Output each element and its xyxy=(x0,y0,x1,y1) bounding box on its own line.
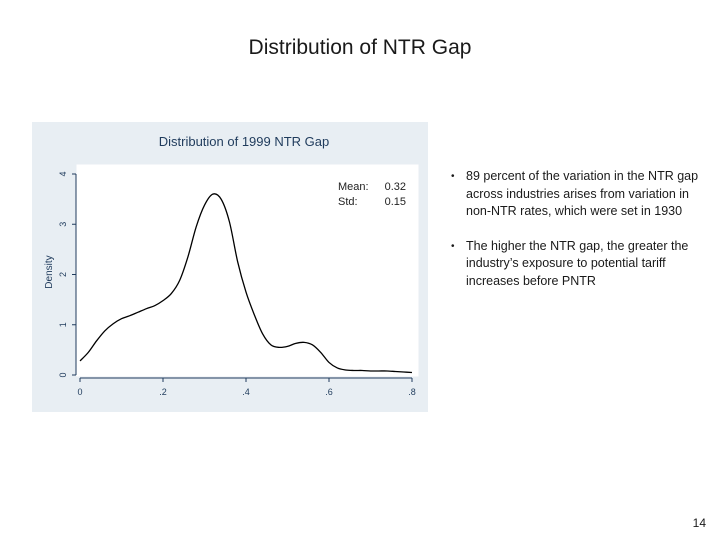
page-number: 14 xyxy=(692,516,706,530)
y-tick-label: 2 xyxy=(58,272,68,277)
density-figure: Distribution of 1999 NTR Gap Density 0 1 2… xyxy=(32,122,428,412)
plot-area xyxy=(75,163,420,378)
bullet-item: • 89 percent of the variation in the NTR… xyxy=(448,168,714,221)
x-tick-label: .4 xyxy=(242,387,250,397)
y-tick-label: 3 xyxy=(58,222,68,227)
density-chart: Distribution of 1999 NTR Gap Density 0 1 2… xyxy=(32,122,428,412)
x-tick-label: .8 xyxy=(408,387,416,397)
bullet-text: The higher the NTR gap, the greater the … xyxy=(466,238,689,288)
x-tick-label: .2 xyxy=(159,387,167,397)
bullet-item: • The higher the NTR gap, the greater th… xyxy=(448,238,714,291)
std-value: 0.15 xyxy=(384,196,406,208)
mean-row: Mean: 0.32 xyxy=(338,180,406,195)
slide-title: Distribution of NTR Gap xyxy=(248,36,472,59)
mean-label: Mean: xyxy=(338,181,369,193)
bullet-marker: • xyxy=(451,171,455,182)
mean-value: 0.32 xyxy=(384,181,406,193)
y-axis-label: Density xyxy=(44,255,55,288)
std-row: Std: 0.15 xyxy=(338,195,406,210)
chart-title: Distribution of 1999 NTR Gap xyxy=(159,134,330,149)
x-tick-label: .6 xyxy=(325,387,333,397)
y-tick-label: 4 xyxy=(58,171,68,176)
bullet-marker: • xyxy=(451,240,455,252)
bullet-text: 89 percent of the variation in the NTR g… xyxy=(466,169,699,218)
x-tick-label: 0 xyxy=(77,387,82,397)
summary-stats: Mean: 0.32 Std: 0.15 xyxy=(338,180,406,210)
bullet-list: • 89 percent of the variation in the NTR… xyxy=(448,168,714,307)
std-label: Std: xyxy=(338,196,358,208)
density-line xyxy=(79,193,413,374)
y-tick-label: 0 xyxy=(58,372,68,377)
y-tick-label: 1 xyxy=(58,322,68,327)
